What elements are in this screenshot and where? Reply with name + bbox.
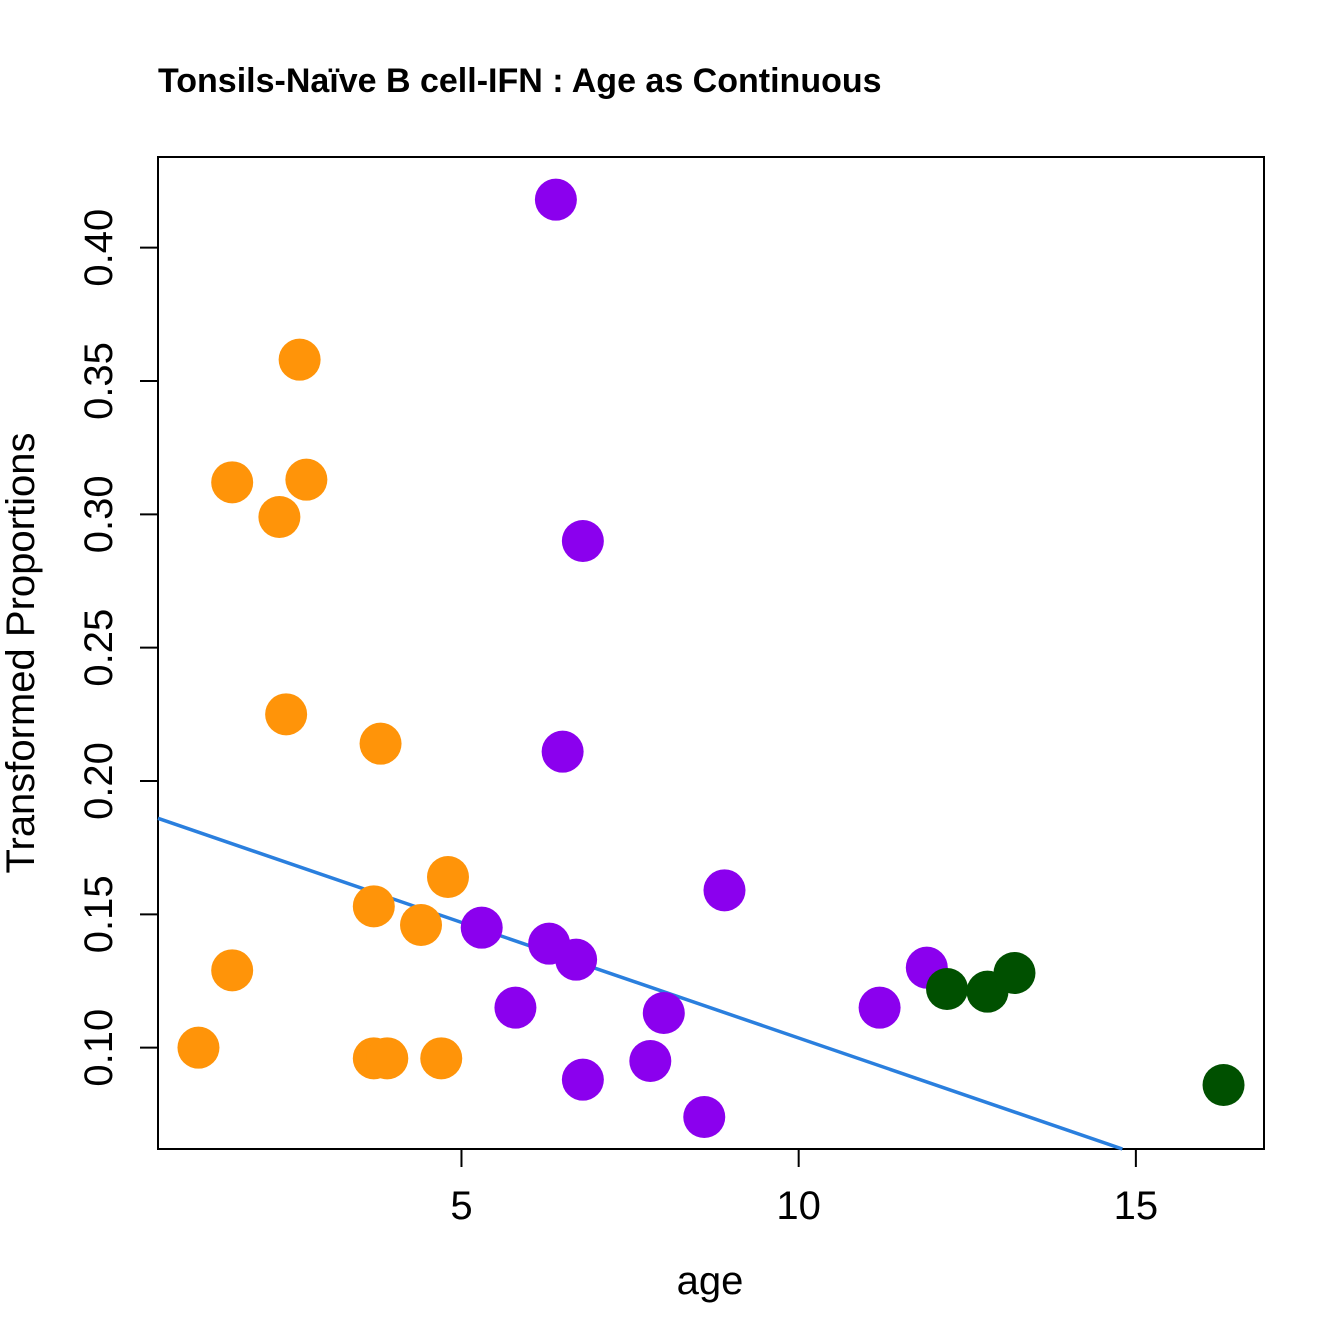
data-point bbox=[555, 938, 598, 981]
data-point bbox=[642, 992, 685, 1034]
regression-line bbox=[157, 816, 1123, 1151]
data-point bbox=[258, 496, 301, 538]
data-point bbox=[541, 730, 584, 773]
chart-title: Tonsils-Naïve B cell-IFN : Age as Contin… bbox=[158, 62, 882, 100]
data-point bbox=[926, 968, 969, 1010]
data-point bbox=[703, 869, 746, 912]
x-tick-label: 5 bbox=[450, 1184, 472, 1228]
data-point bbox=[420, 1037, 463, 1080]
data-point bbox=[426, 856, 469, 898]
y-tick-label: 0.25 bbox=[77, 609, 121, 687]
data-point bbox=[460, 906, 503, 949]
data-point bbox=[400, 904, 443, 946]
data-point bbox=[858, 986, 901, 1029]
y-tick-label: 0.20 bbox=[77, 742, 121, 820]
y-tick-label: 0.30 bbox=[77, 475, 121, 553]
y-tick-label: 0.10 bbox=[77, 1009, 121, 1087]
x-tick-label: 15 bbox=[1114, 1184, 1159, 1228]
data-point bbox=[265, 693, 308, 736]
series-purple bbox=[460, 178, 948, 1138]
plot-area bbox=[157, 178, 1245, 1151]
y-axis-label: Transformed Proportions bbox=[0, 433, 43, 874]
data-point bbox=[211, 461, 254, 504]
series-orange bbox=[177, 338, 469, 1080]
plot-frame bbox=[157, 156, 1265, 1150]
data-point bbox=[993, 952, 1036, 994]
data-point bbox=[534, 178, 577, 221]
y-tick-label: 0.15 bbox=[77, 875, 121, 953]
data-point bbox=[366, 1037, 409, 1080]
x-axis: 5 10 15 bbox=[450, 1149, 1158, 1228]
data-point bbox=[494, 986, 537, 1029]
data-point bbox=[352, 885, 395, 928]
data-point bbox=[561, 520, 604, 562]
y-axis: 0.10 0.15 0.20 0.25 0.30 0.35 0.40 bbox=[77, 209, 158, 1087]
data-point bbox=[278, 338, 321, 381]
y-tick-label: 0.35 bbox=[77, 342, 121, 420]
data-point bbox=[683, 1096, 726, 1138]
data-point bbox=[177, 1026, 220, 1069]
x-tick-label: 10 bbox=[776, 1184, 821, 1228]
data-point bbox=[285, 458, 328, 501]
data-point bbox=[629, 1040, 672, 1082]
data-point bbox=[211, 949, 254, 992]
x-axis-label: age bbox=[677, 1259, 744, 1303]
data-point bbox=[561, 1058, 604, 1101]
y-tick-label: 0.40 bbox=[77, 209, 121, 287]
data-point bbox=[359, 722, 402, 765]
series-green bbox=[926, 952, 1245, 1106]
data-point bbox=[1202, 1064, 1245, 1106]
